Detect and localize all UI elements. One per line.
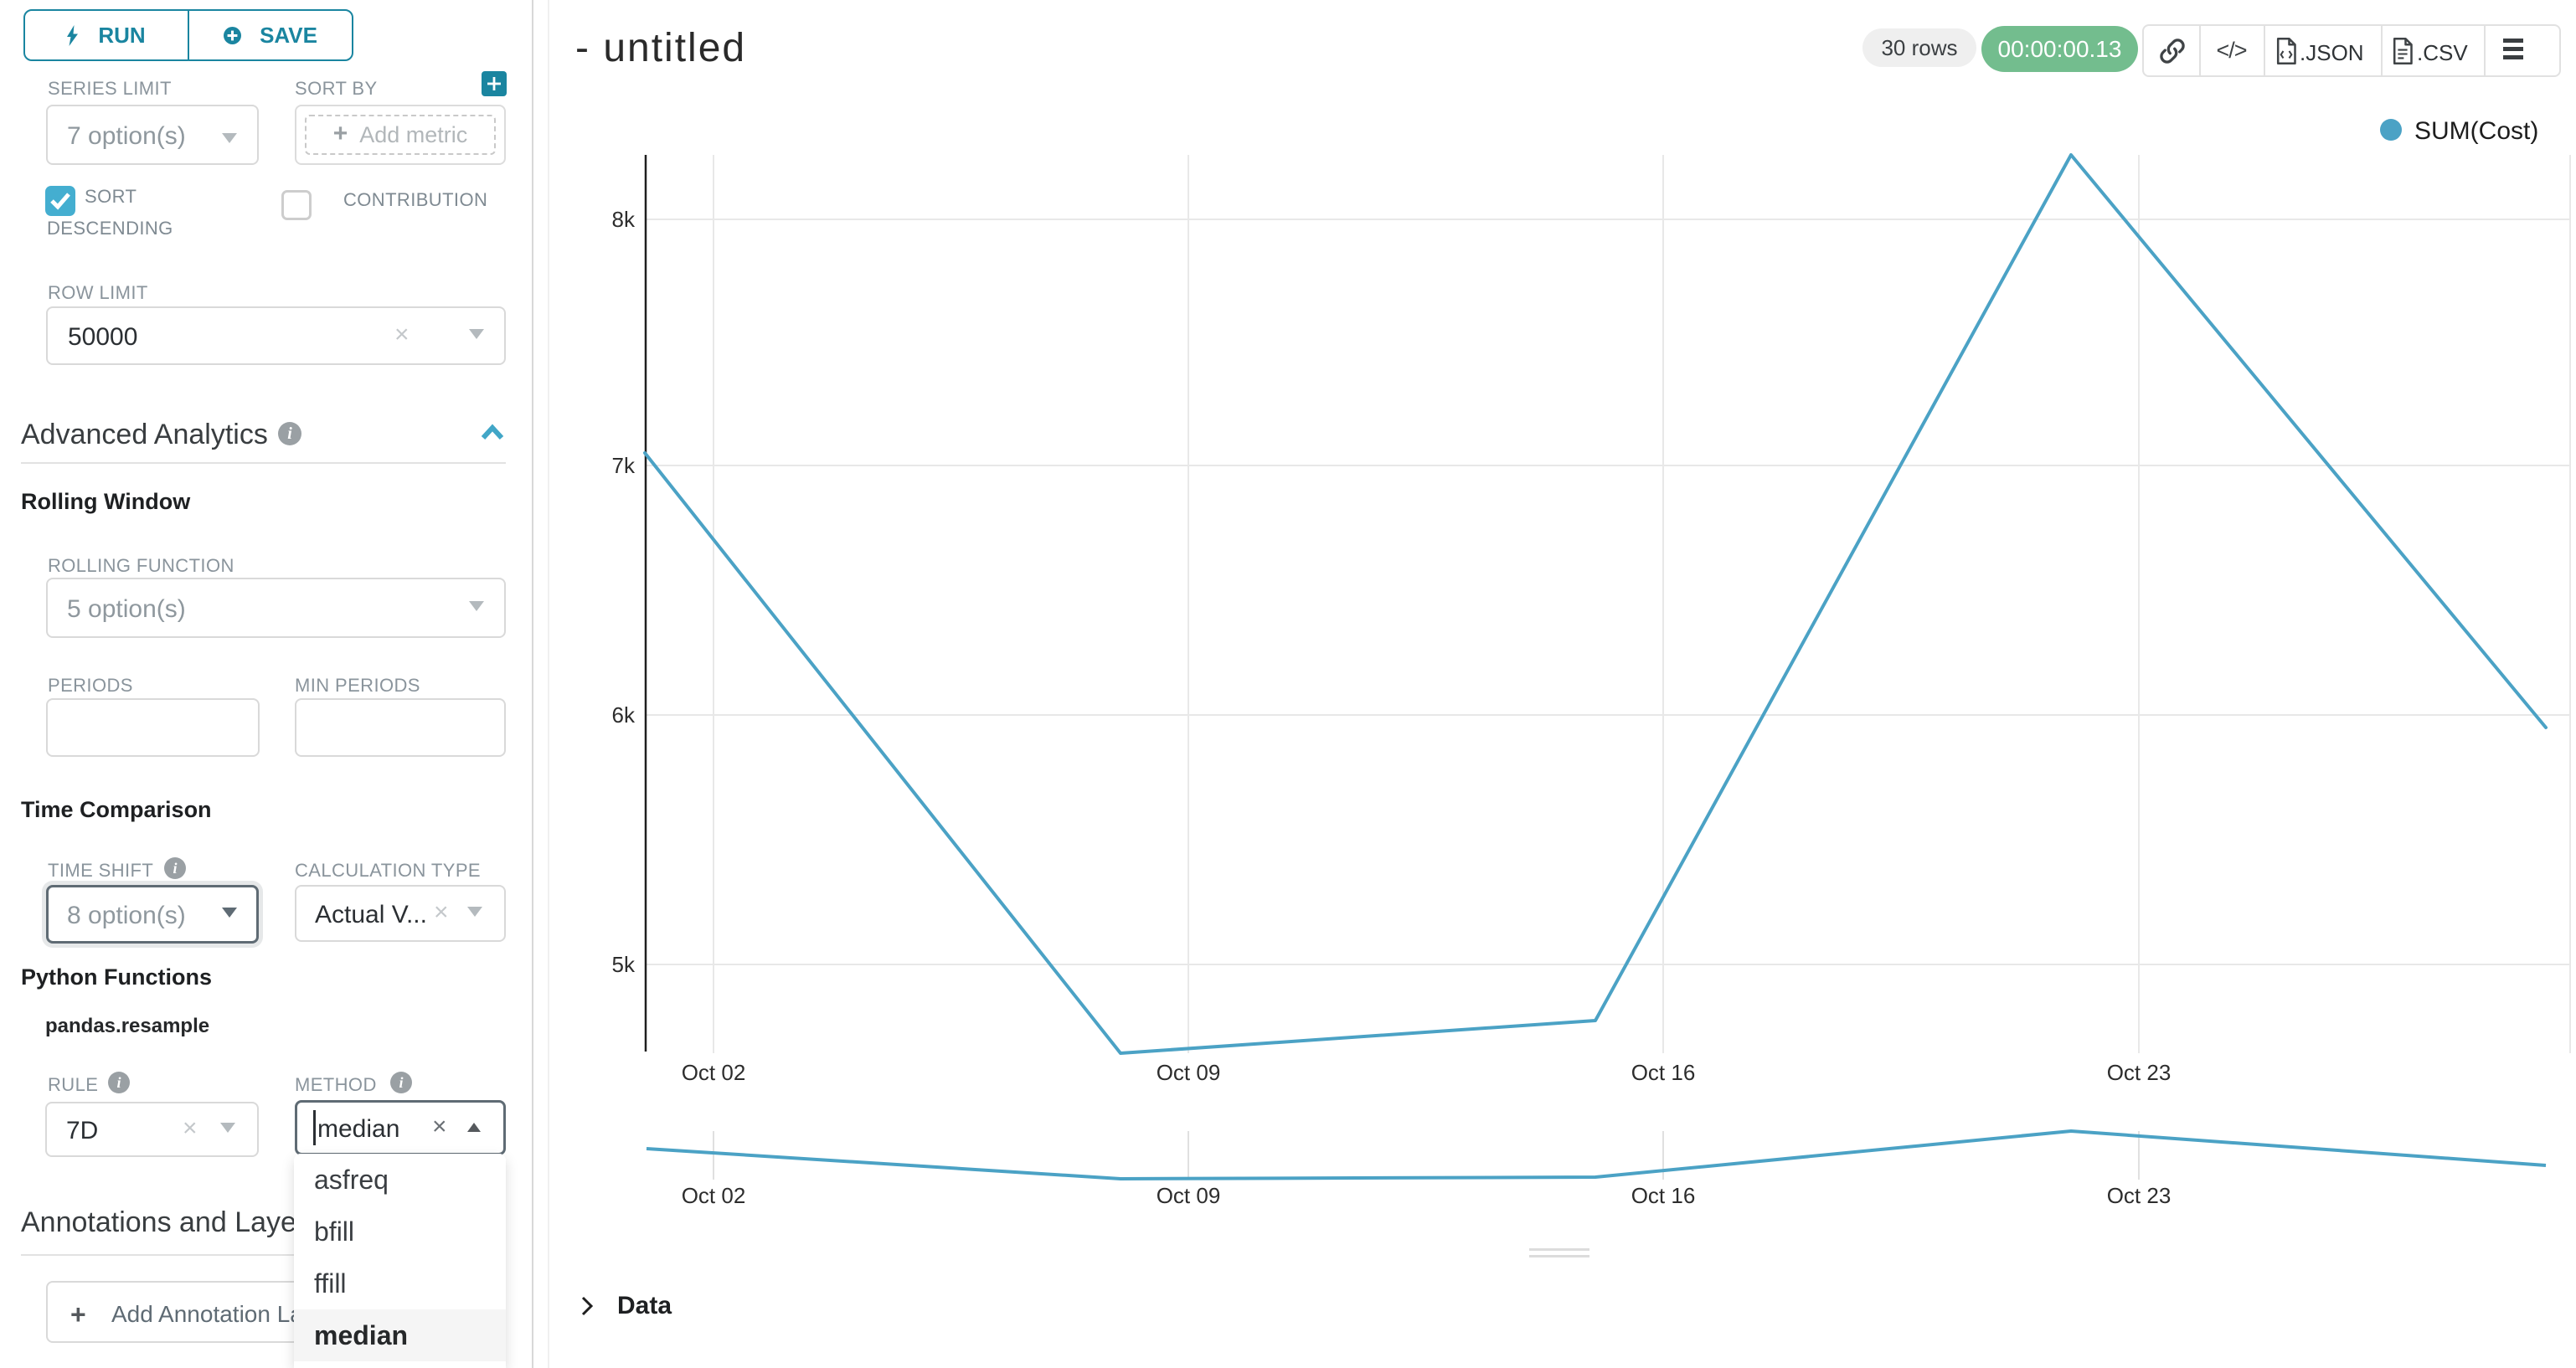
svg-text:Oct 02: Oct 02 (682, 1183, 746, 1208)
svg-text:6k: 6k (612, 702, 636, 728)
svg-text:5k: 5k (612, 952, 636, 977)
svg-text:Oct 16: Oct 16 (1631, 1183, 1696, 1208)
svg-text:Oct 09: Oct 09 (1157, 1060, 1221, 1085)
svg-text:SUM(Cost): SUM(Cost) (2414, 117, 2538, 145)
svg-text:Oct 23: Oct 23 (2107, 1060, 2172, 1085)
svg-text:Oct 23: Oct 23 (2107, 1183, 2172, 1208)
svg-text:Oct 16: Oct 16 (1631, 1060, 1696, 1085)
svg-text:Oct 02: Oct 02 (682, 1060, 746, 1085)
svg-text:8k: 8k (612, 207, 636, 232)
svg-text:Oct 09: Oct 09 (1157, 1183, 1221, 1208)
svg-text:7k: 7k (612, 453, 636, 478)
